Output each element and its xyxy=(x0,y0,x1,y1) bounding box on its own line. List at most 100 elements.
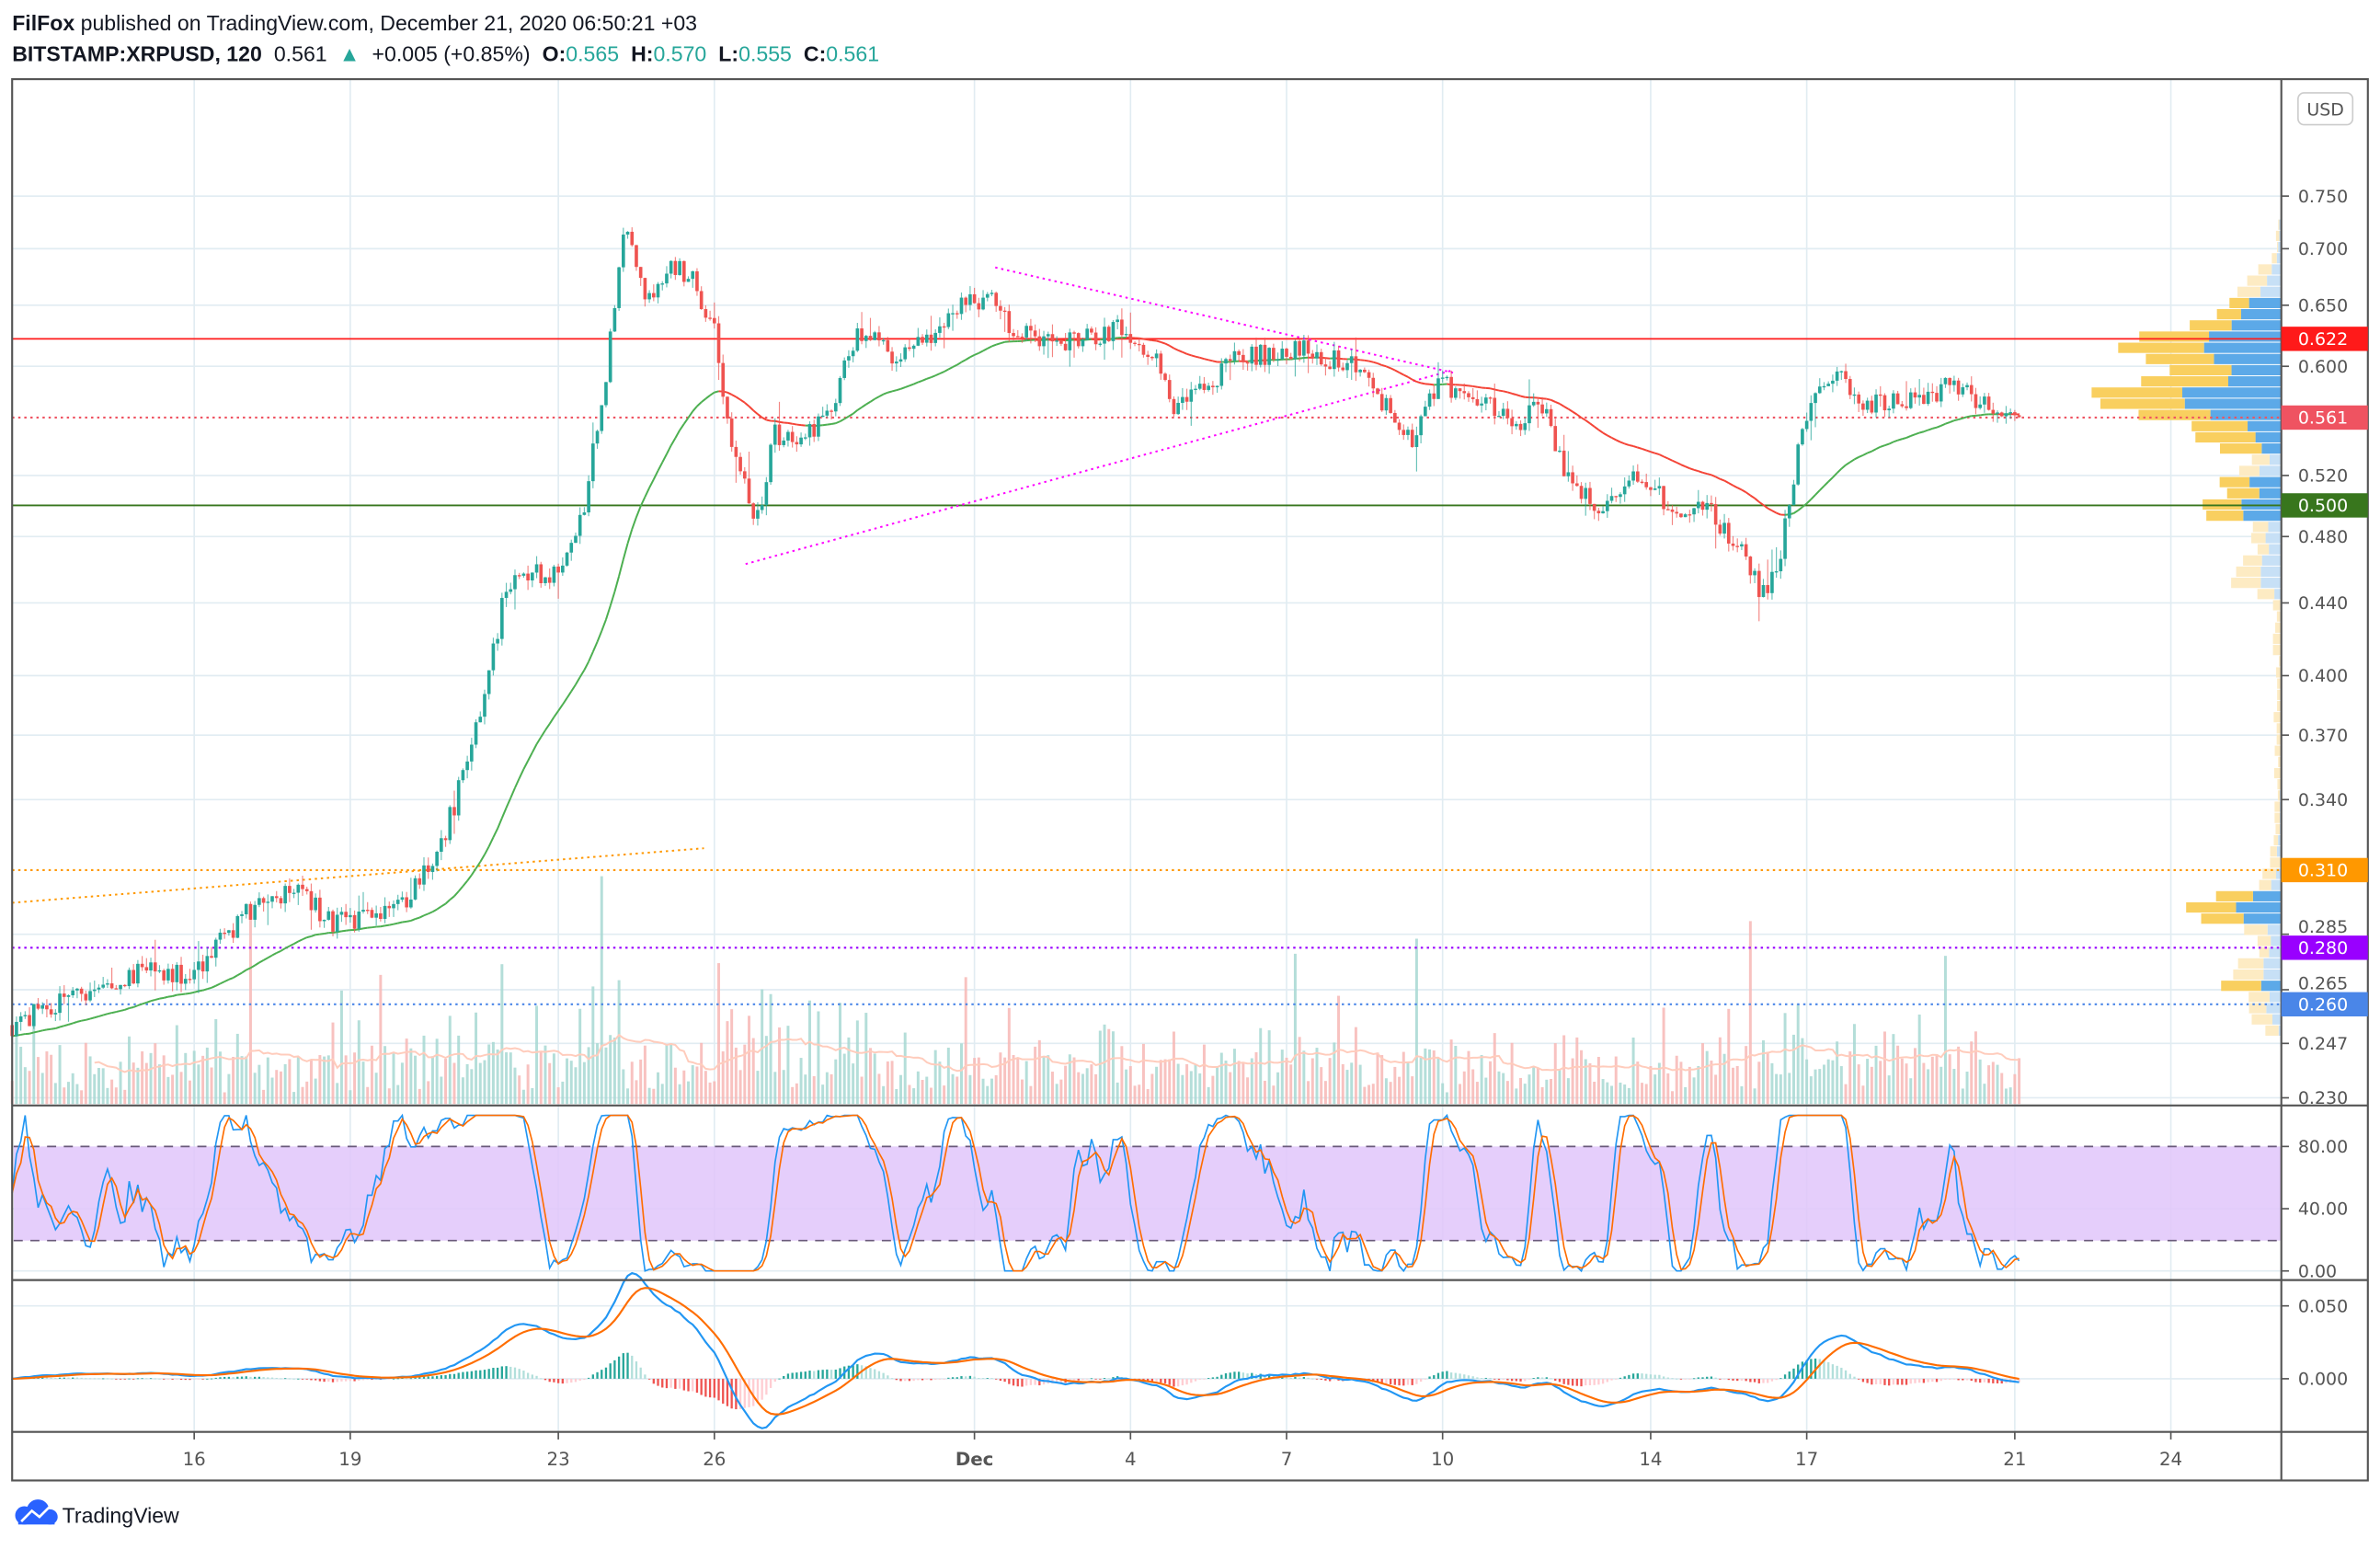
macd-histogram-bar xyxy=(1580,1378,1583,1387)
volume-profile-down xyxy=(2249,476,2282,488)
time-axis[interactable]: 16 19 23 26 Dec 4 7 10 14 17 21 24 xyxy=(183,1431,2183,1470)
volume-bar xyxy=(700,1042,704,1105)
ma-segment xyxy=(249,964,256,970)
volume-bar xyxy=(1882,1031,1886,1105)
price-tick-label: 0.480 xyxy=(2298,527,2348,547)
candle-body xyxy=(88,991,92,1001)
macd-histogram-bar xyxy=(574,1378,578,1383)
candle-body xyxy=(1076,333,1081,347)
volume-bar xyxy=(660,1084,664,1105)
volume-bar xyxy=(738,1070,742,1105)
candle-body xyxy=(1908,392,1913,408)
ma-segment xyxy=(415,916,420,921)
volume-bar xyxy=(1181,1074,1184,1105)
ma-segment xyxy=(258,959,265,964)
volume-bar xyxy=(1779,1074,1782,1105)
high-label: H: xyxy=(631,41,653,65)
ma-segment xyxy=(869,397,875,403)
macd-histogram-bar xyxy=(374,1378,378,1380)
volume-bar xyxy=(817,1011,820,1105)
candle-body xyxy=(1922,395,1926,405)
ma-segment xyxy=(1836,467,1843,474)
macd-histogram-bar xyxy=(1866,1378,1869,1383)
volume-bar xyxy=(630,1061,634,1105)
macd-histogram-bar xyxy=(722,1378,725,1404)
open-label: O: xyxy=(543,41,566,65)
macd-histogram-bar xyxy=(1970,1378,1973,1382)
volume-bar xyxy=(1718,1037,1722,1105)
macd-histogram-bar xyxy=(1168,1378,1171,1385)
ma-segment xyxy=(748,406,754,411)
candle-body xyxy=(1986,396,1991,410)
ma-segment xyxy=(319,933,325,935)
volume-bar xyxy=(1207,1086,1210,1105)
tradingview-logo[interactable]: TradingView xyxy=(15,1499,180,1528)
macd-histogram-bar xyxy=(179,1378,183,1381)
ma-segment xyxy=(142,1002,147,1005)
volume-profile-up xyxy=(2091,387,2183,398)
macd-histogram-bar xyxy=(492,1368,495,1379)
volume-bar xyxy=(144,1062,148,1105)
macd-histogram-bar xyxy=(981,1378,985,1379)
ma-segment xyxy=(341,929,347,933)
price-axis[interactable]: 0.7500.7000.6500.6000.5200.4800.4400.400… xyxy=(2281,187,2368,1390)
ma-segment xyxy=(1597,429,1604,434)
ma-segment xyxy=(1723,479,1730,484)
ma-segment xyxy=(557,704,564,712)
macd-histogram-bar xyxy=(544,1378,547,1381)
candle-body xyxy=(574,535,578,544)
candle-body xyxy=(1090,328,1093,333)
macd-histogram-bar xyxy=(1623,1376,1626,1379)
candle-body xyxy=(1128,334,1133,343)
macd-histogram-bar xyxy=(119,1378,122,1380)
ma-segment xyxy=(1932,426,1938,430)
volume-bar xyxy=(544,1045,547,1105)
volume-bar xyxy=(97,1068,100,1105)
ma-segment xyxy=(150,998,156,1003)
macd-histogram-bar xyxy=(786,1373,790,1379)
candles[interactable] xyxy=(10,227,2021,1042)
symbol-name[interactable]: BITSTAMP:XRPUSD, 120 xyxy=(12,41,262,65)
candle-body xyxy=(1354,356,1358,373)
candle-body xyxy=(769,444,772,483)
macd-histogram-bar xyxy=(943,1378,945,1380)
ma-segment xyxy=(332,931,338,934)
macd-histogram-bar xyxy=(1896,1378,1899,1385)
candle-body xyxy=(704,309,708,318)
ma-segment xyxy=(635,505,642,518)
volume-bar xyxy=(496,1049,499,1105)
candle-body xyxy=(777,424,782,445)
volume-bar xyxy=(1666,1073,1670,1105)
currency-button[interactable]: USD xyxy=(2297,92,2354,126)
volume-bar xyxy=(422,1035,426,1105)
volume-profile-down xyxy=(2243,913,2282,924)
macd-histogram-bar xyxy=(1264,1375,1266,1379)
volume-bar xyxy=(582,1061,586,1105)
candle-body xyxy=(1588,488,1592,504)
macd-histogram-bar xyxy=(509,1366,512,1379)
volume-bar xyxy=(257,1064,261,1105)
ma-segment xyxy=(591,641,599,652)
volume-bar xyxy=(769,993,772,1105)
macd-histogram-bar xyxy=(1679,1378,1683,1380)
ma-segment xyxy=(583,660,589,671)
volume-bar xyxy=(392,1053,395,1105)
candle-body xyxy=(1935,393,1939,402)
ma-segment xyxy=(297,938,303,943)
author-name[interactable]: FilFox xyxy=(12,11,74,35)
candle-body xyxy=(1983,396,1986,405)
ma-segment xyxy=(59,1025,65,1028)
time-label: 4 xyxy=(1125,1449,1137,1470)
volume-bar xyxy=(574,1067,578,1105)
macd-histogram-bar xyxy=(1879,1378,1882,1384)
volume-bar xyxy=(301,1086,304,1105)
volume-bar xyxy=(1012,1054,1015,1105)
macd-histogram-bar xyxy=(1562,1378,1565,1384)
candle-body xyxy=(786,431,790,441)
macd-histogram-bar xyxy=(1631,1373,1635,1379)
close-label: C: xyxy=(804,41,826,65)
volume-bar xyxy=(1710,1061,1713,1105)
candle-body xyxy=(136,963,140,984)
macd-histogram-bar xyxy=(88,1378,92,1380)
volume-bar xyxy=(561,1081,565,1105)
